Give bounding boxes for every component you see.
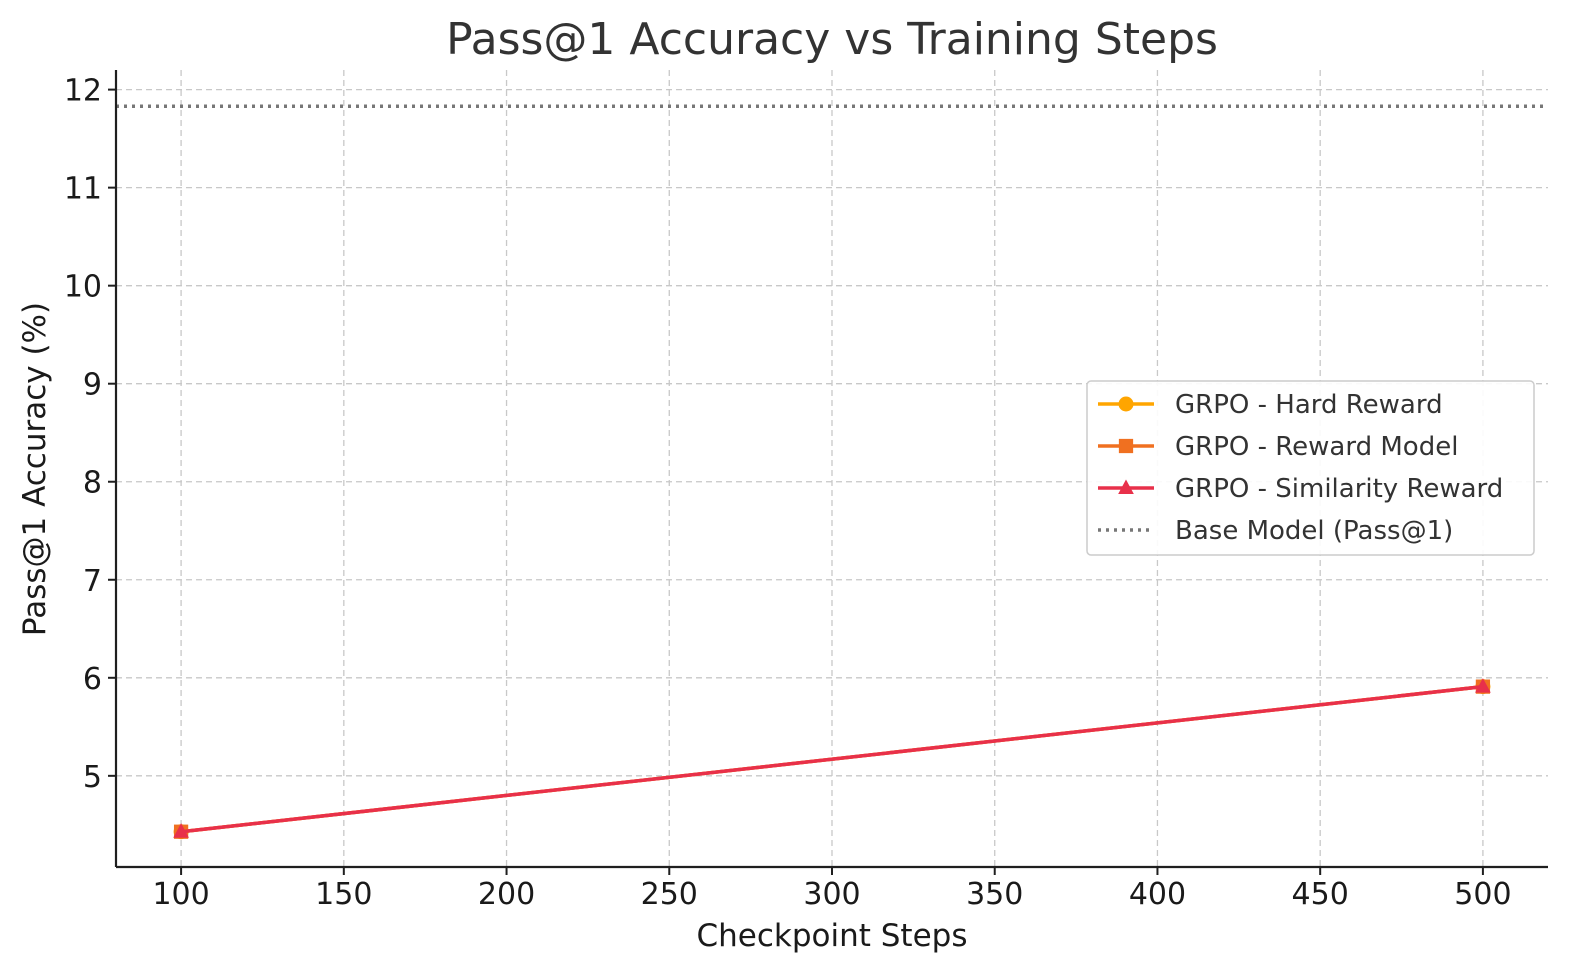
legend-label: Base Model (Pass@1) [1175,516,1453,546]
axes: 100 150 200 250 300 350 400 450 500 5 6 7 8 9 10 11 12 [64,70,1548,912]
y-tick-label: 12 [64,74,102,109]
data-series [173,678,1491,840]
legend-box [1086,380,1535,556]
legend-marker [1118,396,1134,412]
series-3 [173,678,1491,838]
y-tick-label: 6 [83,662,102,697]
y-axis-title: Pass@1 Accuracy (%) [17,302,53,636]
legend: GRPO - Hard Reward GRPO - Reward Model GRP… [1086,380,1535,556]
legend-label: GRPO - Reward Model [1175,432,1458,462]
x-tick-label: 500 [1454,877,1511,912]
data-point [173,823,189,838]
x-tick-label: 150 [315,877,372,912]
x-axis-title: Checkpoint Steps [696,918,967,954]
legend-label: GRPO - Similarity Reward [1175,474,1503,504]
x-tick-label: 450 [1292,877,1349,912]
legend-label: GRPO - Hard Reward [1175,390,1443,420]
legend-marker [1118,438,1134,454]
chart-title: Pass@1 Accuracy vs Training Steps [446,14,1218,65]
x-tick-label: 100 [152,877,209,912]
legend-entry: Base Model (Pass@1) [1098,516,1453,546]
y-tick-label: 10 [64,270,102,305]
x-tick-label: 300 [803,877,860,912]
legend-entry: GRPO - Hard Reward [1098,390,1443,420]
y-tick-label: 9 [83,368,102,403]
x-tick-label: 400 [1129,877,1186,912]
legend-entry: GRPO - Similarity Reward [1098,474,1503,504]
y-tick-label: 5 [83,760,102,795]
y-tick-label: 7 [83,564,102,599]
x-tick-label: 250 [641,877,698,912]
data-point [1475,678,1491,693]
legend-entry: GRPO - Reward Model [1098,432,1458,462]
legend-marker [1118,479,1134,494]
series-line [179,684,1485,834]
x-tick-label: 200 [478,877,535,912]
x-tick-label: 350 [966,877,1023,912]
y-tick-label: 11 [64,172,102,207]
y-tick-label: 8 [83,466,102,501]
